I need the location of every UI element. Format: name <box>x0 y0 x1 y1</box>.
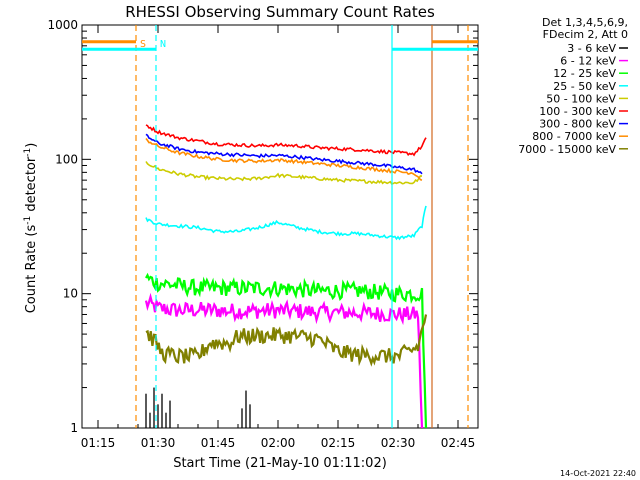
legend-label: 7000 - 15000 keV <box>518 143 616 156</box>
legend-label: 100 - 300 keV <box>539 105 616 118</box>
x-tick-label: 01:45 <box>201 436 236 450</box>
series-line <box>145 205 427 241</box>
x-axis: 01:15 01:30 01:45 02:00 02:15 02:30 02:45 <box>81 25 479 450</box>
legend-header: FDecim 2, Att 0 <box>543 28 628 41</box>
x-tick-label: 02:45 <box>441 436 476 450</box>
series-line <box>145 314 428 367</box>
y-tick-label: 1 <box>70 421 78 435</box>
x-tick-label: 01:15 <box>81 436 116 450</box>
legend: Det 1,3,4,5,6,9,FDecim 2, Att 03 - 6 keV… <box>518 16 628 156</box>
legend-label: 800 - 7000 keV <box>532 130 616 143</box>
legend-label: 6 - 12 keV <box>560 55 616 68</box>
series-line <box>145 272 428 429</box>
legend-label: 50 - 100 keV <box>546 92 616 105</box>
footer-timestamp: 14-Oct-2021 22:40 <box>560 469 636 478</box>
legend-label: 12 - 25 keV <box>553 67 616 80</box>
legend-label: 300 - 800 keV <box>539 118 616 131</box>
series-line <box>145 124 427 157</box>
legend-label: 25 - 50 keV <box>553 80 616 93</box>
legend-header: Det 1,3,4,5,6,9, <box>542 16 628 29</box>
plot-frame <box>81 24 479 429</box>
chart-title: RHESSI Observing Summary Count Rates <box>125 3 435 21</box>
y-tick-label: 100 <box>55 152 78 166</box>
x-tick-label: 02:15 <box>321 436 356 450</box>
series-line <box>145 133 423 175</box>
legend-label: 3 - 6 keV <box>567 42 616 55</box>
series-line <box>145 138 423 181</box>
series-line <box>144 292 424 429</box>
y-axis: 1 10 100 1000 <box>47 18 478 435</box>
series-line <box>145 161 423 185</box>
x-axis-label: Start Time (21-May-10 01:11:02) <box>173 456 387 471</box>
event-marker-label: S <box>140 39 146 50</box>
x-tick-label: 01:30 <box>141 436 176 450</box>
x-tick-label: 02:30 <box>381 436 416 450</box>
x-tick-label: 02:00 <box>261 436 296 450</box>
event-marker-label: N <box>160 39 166 50</box>
y-tick-label: 1000 <box>47 18 78 32</box>
y-tick-label: 10 <box>63 287 78 301</box>
y-axis-label: Count Rate (s-1 detector-1) <box>23 143 39 314</box>
